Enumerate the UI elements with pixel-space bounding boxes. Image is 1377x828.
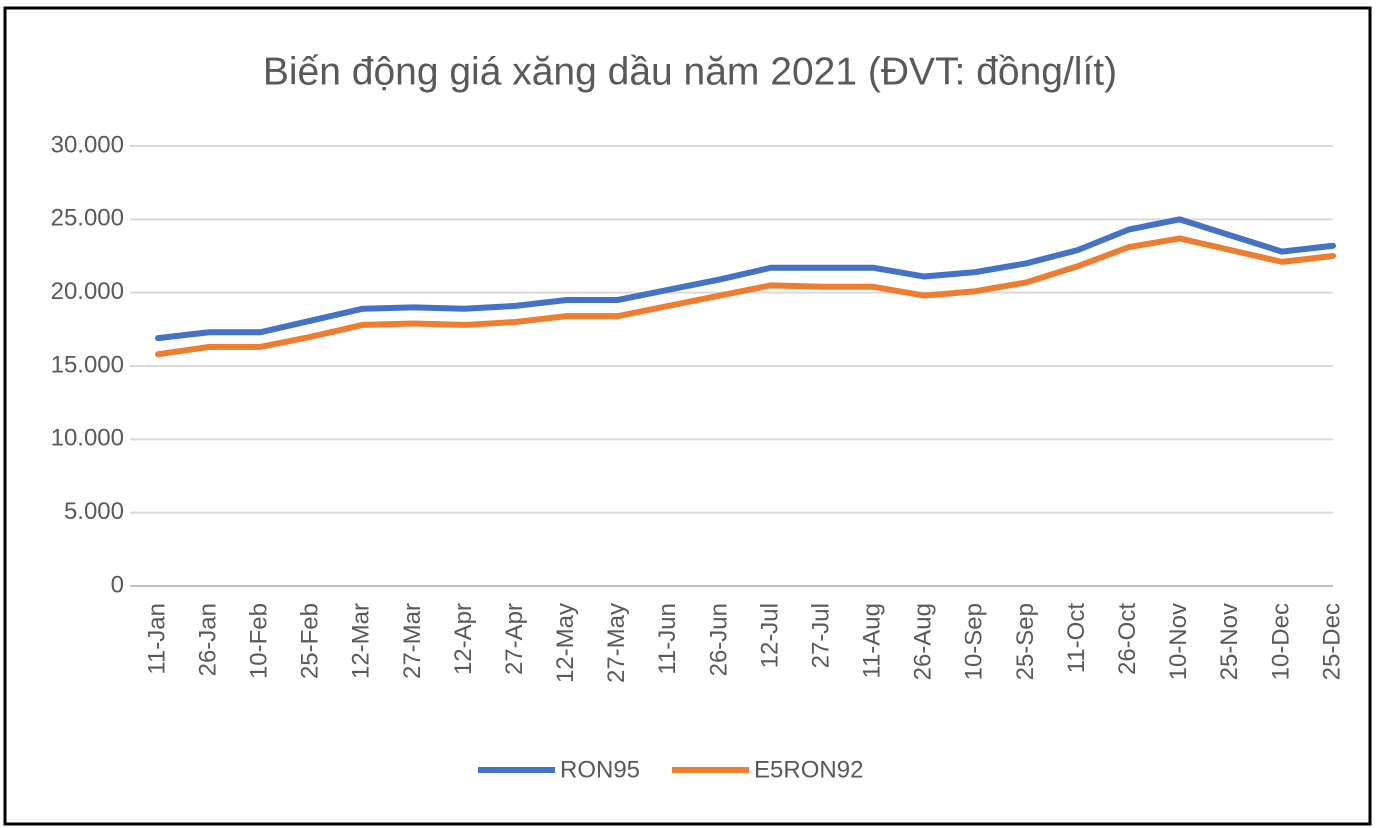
- x-tick-label: 26-Oct: [1114, 603, 1141, 675]
- x-tick-label: 25-Dec: [1318, 603, 1345, 680]
- data-line: [155, 216, 1336, 342]
- x-tick-label: 11-Oct: [1063, 603, 1090, 674]
- y-tick-label: 20.000: [51, 278, 124, 305]
- y-tick-label: 5.000: [64, 498, 124, 525]
- x-tick-label: 12-Apr: [450, 603, 477, 675]
- x-tick-label: 10-Feb: [246, 603, 273, 679]
- x-tick-label: 27-Apr: [501, 603, 528, 675]
- chart-title: Biến động giá xăng dầu năm 2021 (ĐVT: đồ…: [263, 50, 1117, 93]
- x-tick-label: 12-May: [552, 603, 579, 683]
- legend-label: RON95: [560, 756, 640, 783]
- data-line: [155, 235, 1336, 358]
- y-tick-label: 30.000: [51, 131, 124, 158]
- x-tick-label: 12-Jul: [756, 603, 783, 668]
- legend-label: E5RON92: [754, 756, 863, 783]
- y-tick-label: 25.000: [51, 205, 124, 232]
- x-tick-label: 10-Dec: [1267, 603, 1294, 680]
- x-tick-label: 10-Nov: [1165, 603, 1192, 680]
- x-tick-label: 11-Jan: [143, 603, 170, 675]
- x-tick-label: 27-Jul: [807, 603, 834, 668]
- x-tick-label: 25-Nov: [1216, 603, 1243, 680]
- x-tick-label: 11-Aug: [859, 603, 886, 679]
- x-tick-label: 27-Mar: [399, 603, 426, 679]
- x-tick-label: 26-Jan: [194, 603, 221, 676]
- x-tick-label: 26-Aug: [910, 603, 937, 680]
- chart-frame: [3, 6, 1372, 826]
- x-tick-label: 12-Mar: [348, 603, 375, 679]
- x-tick-label: 27-May: [603, 603, 630, 683]
- x-tick-label: 11-Jun: [654, 603, 681, 675]
- x-tick-label: 25-Sep: [1012, 603, 1039, 680]
- y-tick-label: 10.000: [51, 425, 124, 452]
- x-tick-label: 25-Feb: [297, 603, 324, 679]
- y-tick-label: 15.000: [51, 351, 124, 378]
- x-tick-label: 26-Jun: [705, 603, 732, 676]
- y-tick-label: 0: [111, 571, 124, 598]
- x-tick-label: 10-Sep: [961, 603, 988, 680]
